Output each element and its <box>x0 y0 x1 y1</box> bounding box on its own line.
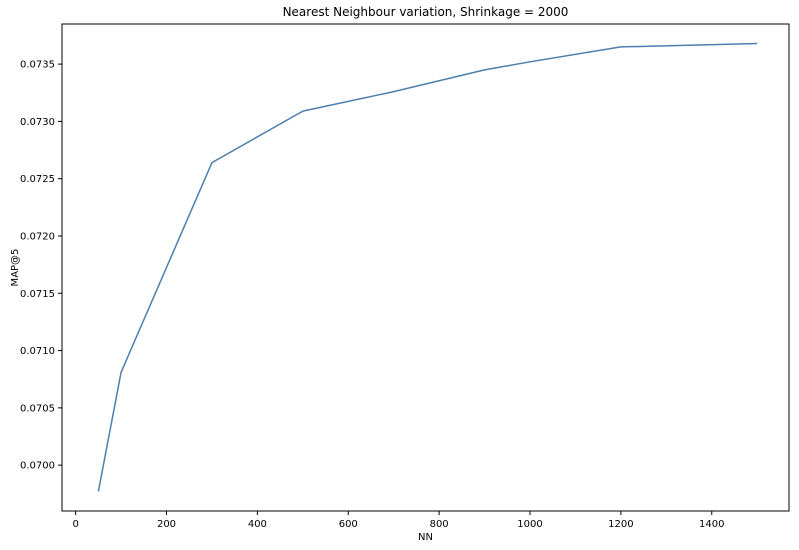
x-tick-label: 200 <box>157 519 176 530</box>
y-tick-label: 0.0730 <box>20 117 55 128</box>
series-line <box>97 42 758 492</box>
x-axis-ticks: 0 200 400 600 800 1000 1200 1400 <box>72 511 724 530</box>
y-tick-label: 0.0715 <box>20 289 55 300</box>
y-axis-ticks: 0.0700 0.0705 0.0710 0.0715 0.0720 0.0725 0.07… <box>20 60 62 472</box>
plot-area: 0 200 400 600 800 1000 1200 1400 0.07000.07050.… <box>20 23 790 530</box>
plot-frame <box>61 23 790 512</box>
x-tick-label: 800 <box>430 519 449 530</box>
x-tick-label: 1400 <box>699 519 724 530</box>
x-axis-label: NN <box>418 532 433 543</box>
x-tick-label: 600 <box>339 519 358 530</box>
series-layer <box>97 42 758 492</box>
y-tick-label: 0.0705 <box>20 403 55 414</box>
chart-title: Nearest Neighbour variation, Shrinkage =… <box>283 5 569 19</box>
x-tick-label: 0 <box>72 519 78 530</box>
x-tick-label: 1000 <box>517 519 542 530</box>
y-tick-label: 0.0735 <box>20 60 55 71</box>
x-tick-label: 1200 <box>608 519 633 530</box>
x-tick-label: 400 <box>248 519 267 530</box>
y-tick-label: 0.0725 <box>20 174 55 185</box>
y-tick-label: 0.0700 <box>20 461 55 472</box>
y-tick-label: 0.0720 <box>20 231 55 242</box>
y-axis-label: MAP@5 <box>10 249 21 287</box>
y-tick-label: 0.0710 <box>20 346 55 357</box>
